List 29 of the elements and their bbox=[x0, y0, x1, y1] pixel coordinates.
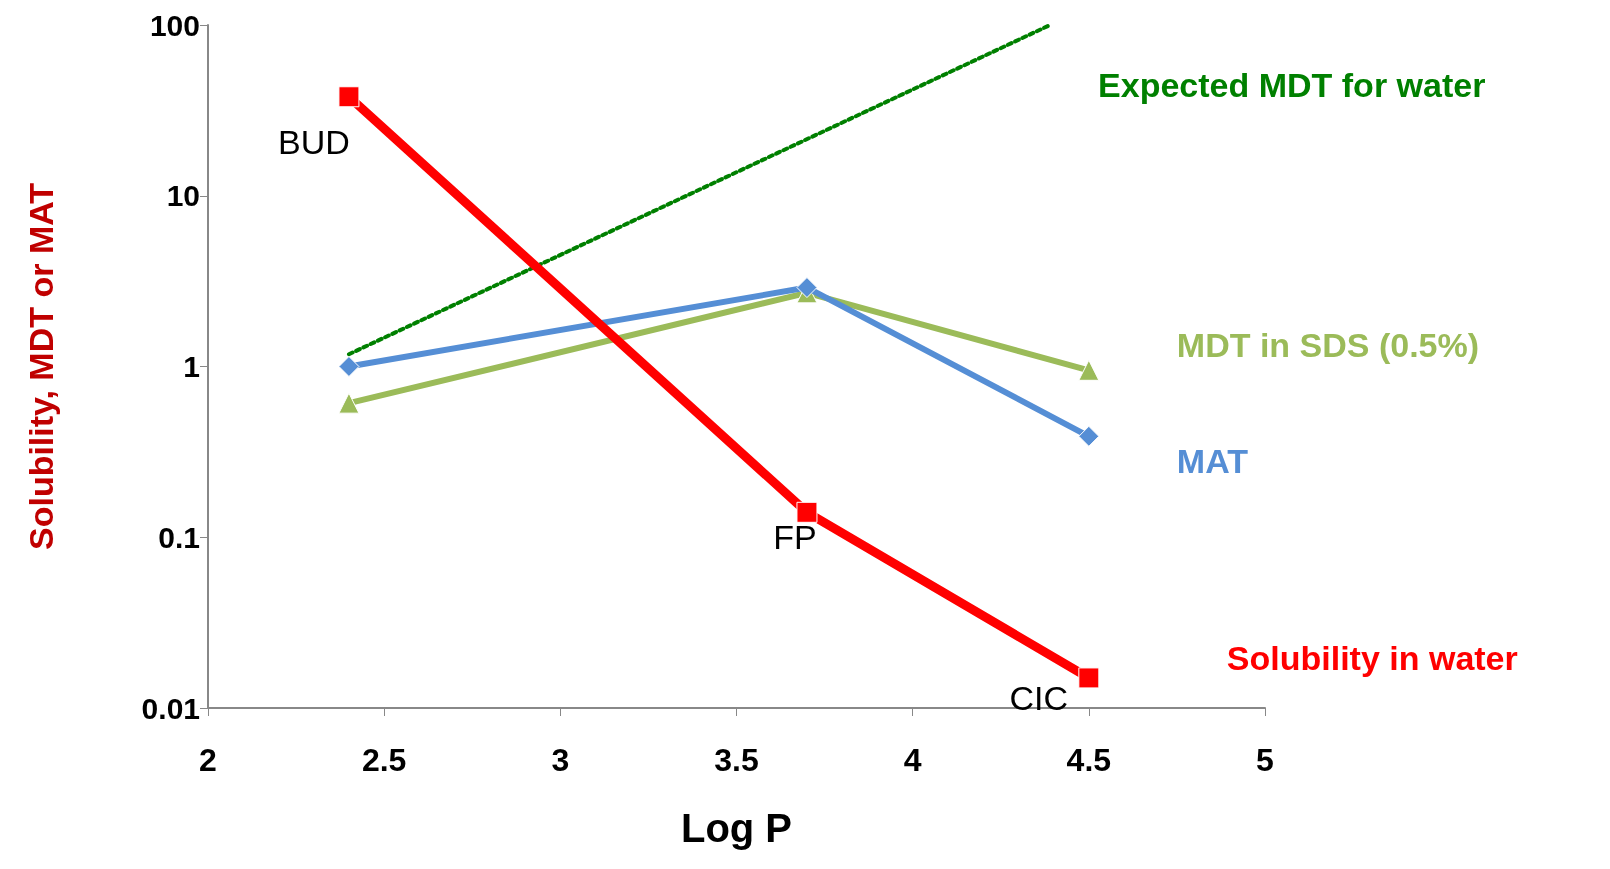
x-tick-label: 4.5 bbox=[1066, 742, 1112, 778]
series-label: Expected MDT for water bbox=[1098, 66, 1486, 104]
x-tick-label: 3.5 bbox=[714, 742, 759, 778]
annotation: FP bbox=[773, 518, 817, 557]
point bbox=[1078, 425, 1100, 447]
y-tick-label: 0.1 bbox=[158, 520, 200, 554]
y-tick-label: 10 bbox=[166, 179, 200, 213]
text: MAT bbox=[1176, 442, 1249, 481]
annotation: BUD bbox=[278, 122, 350, 161]
point bbox=[796, 501, 818, 523]
x-tick-label: 2 bbox=[199, 742, 217, 778]
x-tick-label: 3 bbox=[551, 742, 570, 778]
annotation: CIC bbox=[1009, 678, 1069, 717]
point bbox=[338, 392, 360, 414]
y-tick-label: 1 bbox=[183, 350, 200, 383]
x-tick-label: 5 bbox=[1256, 742, 1274, 778]
y-tick-label: 0.01 bbox=[141, 691, 200, 725]
text: MDT in SDS (0.5%) bbox=[1176, 326, 1480, 365]
x-tick-label: 2.5 bbox=[361, 742, 407, 778]
point bbox=[338, 86, 360, 108]
point bbox=[338, 356, 360, 377]
y-tick-label: 100 bbox=[149, 8, 200, 42]
point bbox=[1078, 359, 1100, 381]
point bbox=[1078, 667, 1100, 689]
text: Solubility in water bbox=[1226, 638, 1518, 677]
x-axis-title: Log P bbox=[680, 806, 793, 850]
x-tick-label: 4 bbox=[903, 742, 922, 778]
point bbox=[796, 277, 818, 299]
y-axis-title: Solubility, MDT or MAT bbox=[22, 182, 60, 551]
